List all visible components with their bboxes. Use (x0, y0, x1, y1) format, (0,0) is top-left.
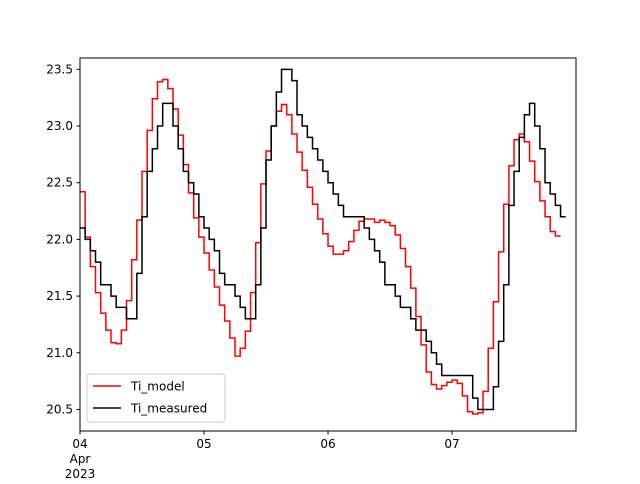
series-line-ti-measured (80, 68, 566, 411)
y-axis: 20.5 21.0 21.5 22.0 22.5 23.0 23.5 (46, 62, 80, 416)
x-tick-sublabel: Apr (70, 452, 91, 466)
legend-label: Ti_model (130, 380, 185, 394)
x-tick-sublabel: 2023 (65, 467, 96, 480)
y-tick-label: 20.5 (46, 402, 73, 416)
x-tick-label: 05 (196, 437, 211, 451)
y-tick-label: 23.5 (46, 62, 73, 76)
y-tick-label: 23.0 (46, 119, 73, 133)
plot-frame (79, 57, 577, 432)
y-tick-label: 22.5 (46, 176, 73, 190)
x-tick-label: 07 (444, 437, 459, 451)
x-tick-label: 06 (320, 437, 335, 451)
legend: Ti_model Ti_measured (86, 373, 226, 423)
legend-label: Ti_measured (130, 402, 207, 416)
plot-area (80, 68, 566, 415)
legend-box (86, 373, 226, 423)
y-tick-label: 21.0 (46, 346, 73, 360)
y-tick-label: 22.0 (46, 232, 73, 246)
series-line-ti-model (80, 78, 561, 415)
x-tick-label: 04 (72, 437, 87, 451)
y-tick-label: 21.5 (46, 289, 73, 303)
